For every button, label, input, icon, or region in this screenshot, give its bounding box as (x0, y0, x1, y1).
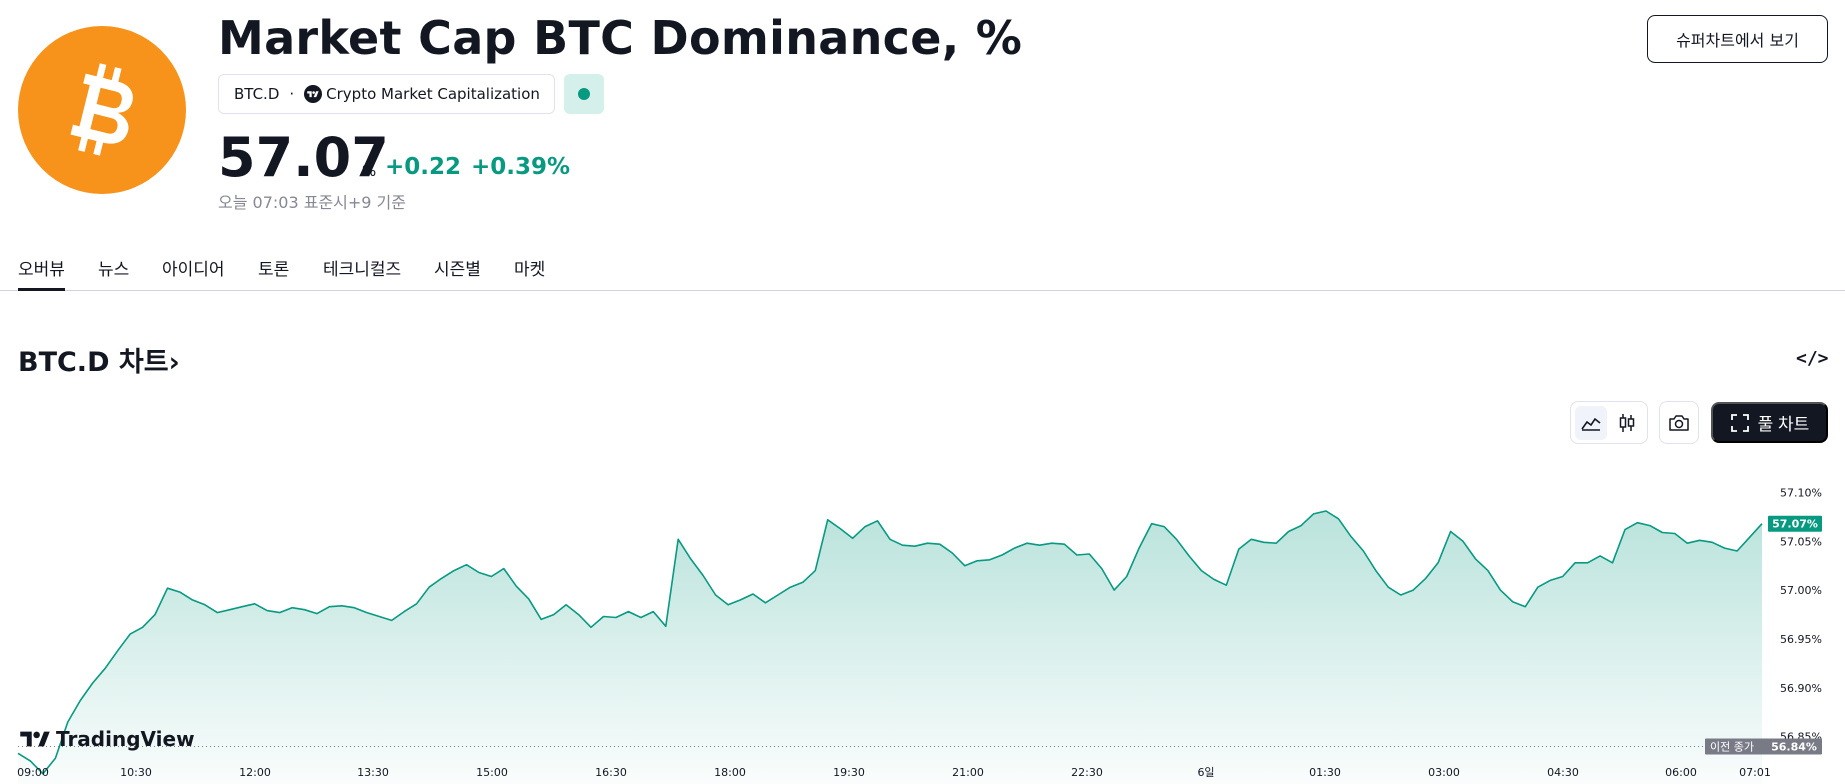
x-tick-label: 15:00 (476, 766, 508, 779)
x-tick-label: 13:30 (357, 766, 389, 779)
page-title: Market Cap BTC Dominance, % (218, 11, 1023, 65)
chevron-right-icon: › (168, 347, 180, 378)
status-dot-icon (578, 88, 590, 100)
change-absolute: +0.22 (385, 154, 462, 180)
last-value-label: 57.07% (1772, 518, 1818, 531)
x-tick-label: 07:01 (1739, 766, 1771, 779)
last-value-tag (1768, 515, 1822, 532)
tradingview-wordmark: TradingView (56, 727, 195, 751)
y-tick-label: 56.90% (1780, 682, 1822, 695)
series-area-fill (18, 511, 1762, 784)
price-chart[interactable]: 57.10% 57.05% 57.00% 56.95% 56.90% 56.85% 09:0… (0, 452, 1845, 784)
tab-technicals[interactable]: 테크니컬즈 (323, 260, 402, 280)
area-chart-type-button[interactable] (1575, 405, 1607, 440)
tab-markets[interactable]: 마켓 (514, 260, 546, 280)
exchange-name: Crypto Market Capitalization (326, 85, 540, 103)
x-tick-label: 6일 (1197, 765, 1214, 779)
tab-seasonals[interactable]: 시즌별 (434, 260, 481, 280)
x-tick-label: 22:30 (1071, 766, 1103, 779)
x-tick-label: 06:00 (1665, 766, 1697, 779)
previous-close-tag-label: 이전 종가 (1710, 740, 1754, 753)
x-tick-label: 16:30 (595, 766, 627, 779)
tab-bar: 오버뷰 뉴스 아이디어 토론 테크니컬즈 시즌별 마켓 (0, 248, 1845, 291)
y-tick-label: 57.05% (1780, 535, 1822, 548)
full-chart-button[interactable]: 풀 차트 (1711, 402, 1828, 443)
market-status-badge[interactable] (564, 74, 604, 114)
x-tick-label: 12:00 (239, 766, 271, 779)
price-chart-svg[interactable]: 57.10%57.05%57.00%56.95%56.90%56.85%09:0… (0, 452, 1845, 784)
separator-dot: · (289, 85, 295, 103)
fullscreen-icon (1730, 413, 1749, 432)
tab-news[interactable]: 뉴스 (98, 260, 130, 280)
tradingview-mini-icon (304, 85, 323, 103)
tab-overview[interactable]: 오버뷰 (18, 255, 65, 291)
bitcoin-logo-icon (18, 26, 186, 194)
tab-ideas[interactable]: 아이디어 (162, 260, 225, 280)
current-price: 57.07 (218, 126, 389, 189)
embed-code-icon[interactable]: </> (1796, 348, 1829, 369)
y-tick-label: 56.95% (1780, 633, 1822, 646)
previous-close-tag (1705, 738, 1822, 755)
snapshot-button[interactable] (1659, 401, 1699, 444)
x-tick-label: 09:00 (17, 766, 49, 779)
ticker-exchange-pill[interactable]: BTC.D · Crypto Market Capitalization (218, 74, 555, 114)
chart-section-title[interactable]: BTC.D 차트› (18, 340, 180, 379)
x-tick-label: 19:30 (833, 766, 865, 779)
series-line (17, 510, 1763, 775)
chart-type-switcher (1570, 401, 1648, 444)
previous-close-value: 56.84% (1771, 740, 1817, 753)
x-tick-label: 21:00 (952, 766, 984, 779)
update-time-note: 오늘 07:03 표준시+9 기준 (218, 193, 406, 212)
area-chart-icon (1581, 417, 1601, 431)
x-tick-label: 03:00 (1428, 766, 1460, 779)
camera-icon (1669, 414, 1689, 431)
price-change: +0.22 +0.39% (385, 154, 570, 180)
tab-discussion[interactable]: 토론 (258, 260, 290, 280)
view-in-supercharts-button[interactable]: 슈퍼차트에서 보기 (1647, 15, 1828, 63)
y-tick-label: 57.00% (1780, 584, 1822, 597)
full-chart-label: 풀 차트 (1757, 415, 1810, 434)
chart-section-title-text: BTC.D 차트 (18, 347, 169, 378)
tradingview-logo-icon (20, 731, 50, 747)
x-tick-label: 18:00 (714, 766, 746, 779)
x-tick-label: 04:30 (1547, 766, 1579, 779)
tradingview-watermark: TradingView (20, 727, 195, 751)
candle-chart-type-button[interactable] (1611, 406, 1643, 440)
price-unit: % (362, 162, 377, 180)
x-tick-label: 01:30 (1309, 766, 1341, 779)
x-tick-label: 10:30 (120, 766, 152, 779)
candlestick-icon (1619, 413, 1635, 432)
y-tick-label: 57.10% (1780, 486, 1822, 499)
ticker-symbol: BTC.D (234, 85, 280, 103)
change-percent: +0.39% (471, 154, 571, 180)
